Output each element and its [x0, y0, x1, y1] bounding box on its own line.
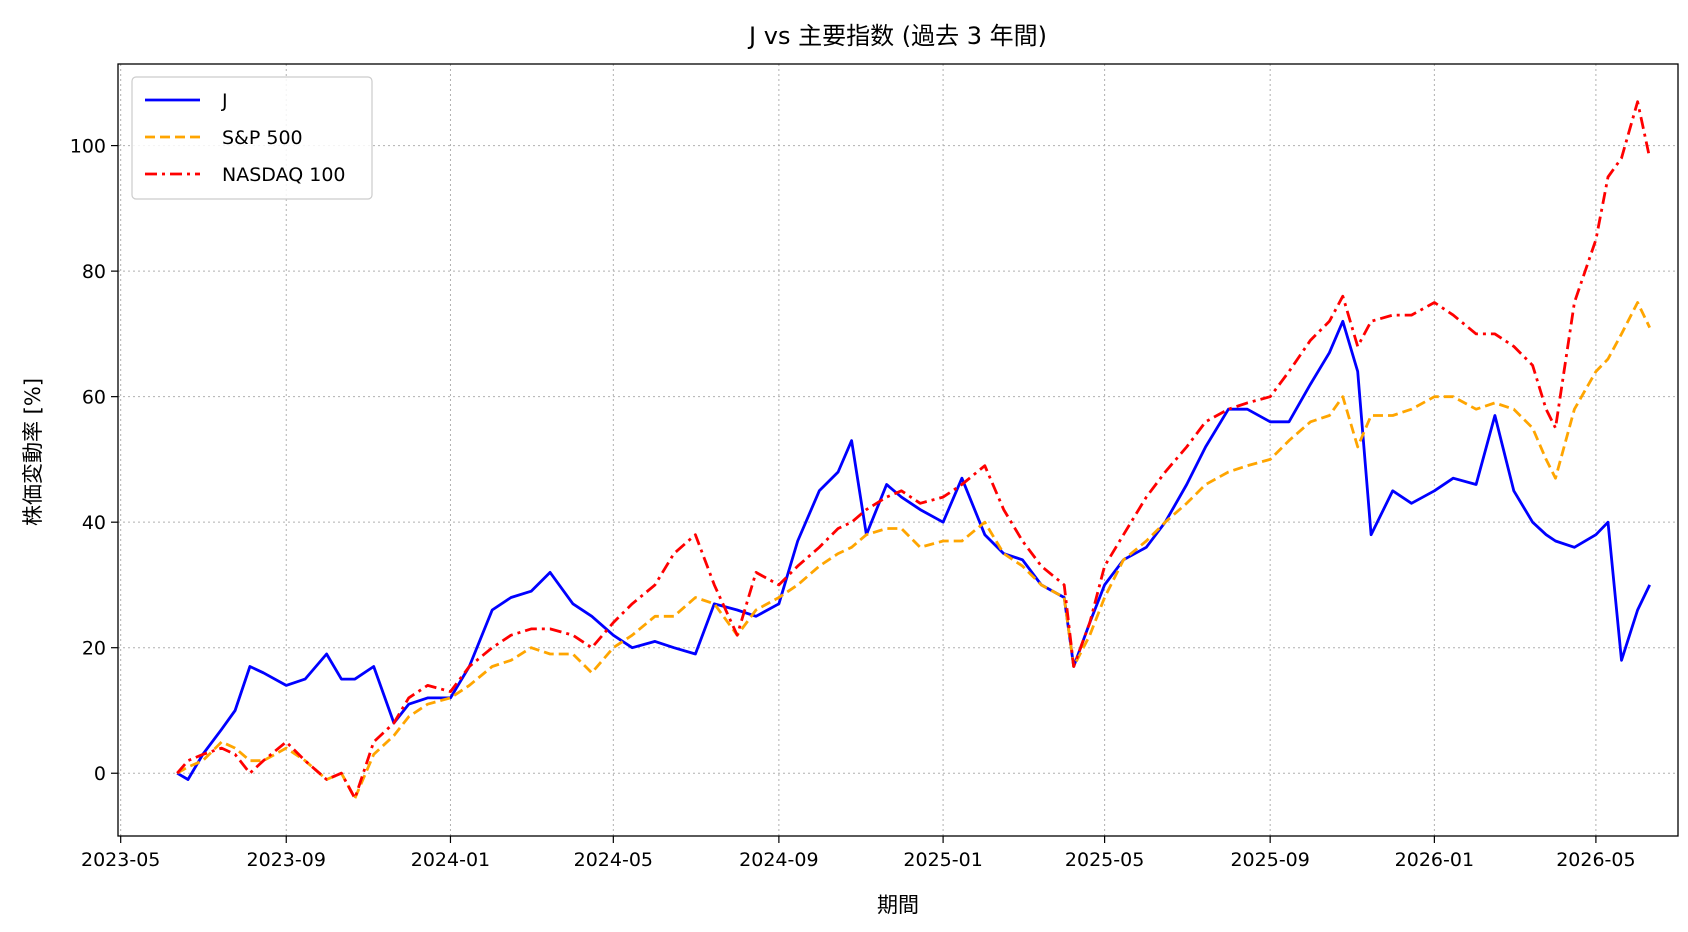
legend-label-0: J	[221, 90, 228, 112]
legend-box	[131, 76, 373, 200]
legend-label-2: NASDAQ 100	[222, 164, 346, 186]
y-tick-label: 60	[82, 387, 106, 409]
x-tick-label: 2025-05	[1065, 849, 1144, 871]
x-tick-label: 2026-05	[1556, 849, 1635, 871]
y-tick-label: 80	[82, 261, 106, 283]
chart-title: J vs 主要指数 (過去 3 年間)	[747, 22, 1047, 50]
x-tick-label: 2024-05	[574, 849, 653, 871]
legend-label-1: S&P 500	[222, 127, 303, 149]
x-tick-label: 2023-09	[247, 849, 326, 871]
series-line-2	[176, 100, 1652, 800]
x-tick-label: 2023-05	[81, 849, 160, 871]
x-axis-title: 期間	[877, 893, 919, 917]
legend: J S&P 500 NASDAQ 100	[131, 76, 373, 200]
series-layer	[176, 100, 1652, 800]
grid-lines	[118, 64, 1678, 836]
x-tick-label: 2025-09	[1230, 849, 1309, 871]
x-tick-label: 2025-01	[903, 849, 982, 871]
y-tick-label: 100	[70, 136, 106, 158]
series-line-1	[176, 301, 1651, 800]
x-tick-label: 2026-01	[1395, 849, 1474, 871]
y-tick-label: 40	[82, 512, 106, 534]
y-axis-title: 株価変動率 [%]	[21, 378, 45, 526]
axis-ticks: 2023-05 2023-09 2024-01 2024-05 2024-09 2025-…	[70, 136, 1636, 871]
plot-frame	[117, 63, 1679, 837]
y-tick-label: 20	[82, 638, 106, 660]
x-tick-label: 2024-09	[739, 849, 818, 871]
y-tick-label: 0	[94, 763, 106, 785]
x-tick-label: 2024-01	[411, 849, 490, 871]
